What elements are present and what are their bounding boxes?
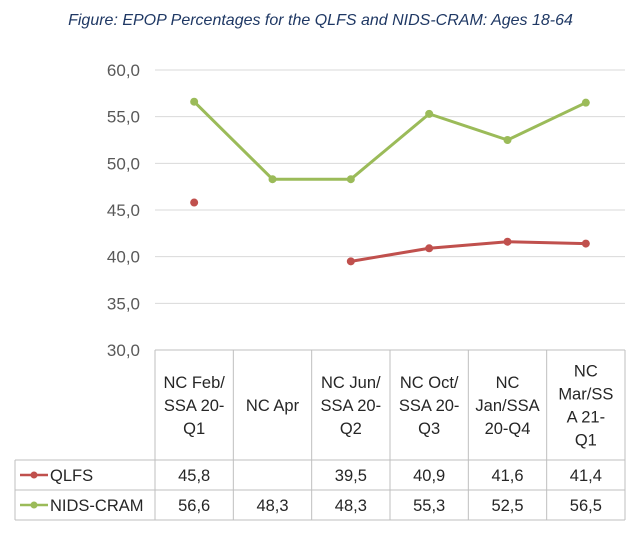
data-table-cell: 40,9 [413,467,445,485]
data-point [425,109,434,118]
data-point [268,175,277,184]
data-point [346,175,355,184]
data-table-cell: 55,3 [413,497,445,515]
legend-label: NIDS-CRAM [50,497,144,515]
data-table-cell: 48,3 [335,497,367,515]
series-lines [190,97,590,266]
legend-label: QLFS [50,467,93,485]
data-point [503,136,512,144]
data-point [190,97,199,106]
series-nids-cram [190,97,590,184]
chart-title: Figure: EPOP Percentages for the QLFS an… [68,12,573,29]
data-point [581,239,590,248]
data-table-cell: 39,5 [335,467,367,485]
series-qlfs [190,198,590,266]
y-tick-label: 30,0 [107,341,140,360]
data-table-cell: 41,4 [570,467,602,485]
series-line [350,240,586,263]
data-table-cell: 48,3 [256,497,288,515]
y-tick-label: 55,0 [107,108,140,127]
y-tick-label: 35,0 [107,294,140,313]
data-point [503,237,512,246]
y-axis: 30,0 35,0 40,0 45,0 50,0 55,0 60,0 [107,61,140,360]
y-tick-label: 50,0 [107,154,140,173]
data-point [425,244,434,253]
category-label: NC Feb/SSA 20-Q1 [163,374,225,438]
data-point [346,257,355,266]
gridlines [155,69,625,304]
data-table-cell: 41,6 [491,467,523,485]
y-tick-label: 45,0 [107,201,140,220]
y-tick-label: 60,0 [107,61,140,80]
category-label: NC Mar/SS A 21-Q1 [558,363,613,450]
legend-key-marker [30,471,38,479]
category-label: NC Jan/SSA 20-Q4 [475,374,539,438]
y-tick-label: 40,0 [107,248,140,267]
data-table-cell: 45,8 [178,467,210,485]
category-label: NC Oct/SSA 20-Q3 [399,374,460,438]
data-table-cell: 56,5 [570,497,602,515]
legend-key-marker [30,501,38,509]
series-line [193,100,587,181]
data-table: NC Feb/SSA 20-Q1 NC Apr NC Jun/SSA 20-Q2 NC… [14,349,626,521]
data-point [581,98,590,107]
data-point [190,198,199,207]
category-label: NC Apr [246,397,300,415]
data-table-cell: 52,5 [491,497,523,515]
data-table-cell: 56,6 [178,497,210,515]
category-label: NC Jun/SSA 20-Q2 [321,374,382,438]
